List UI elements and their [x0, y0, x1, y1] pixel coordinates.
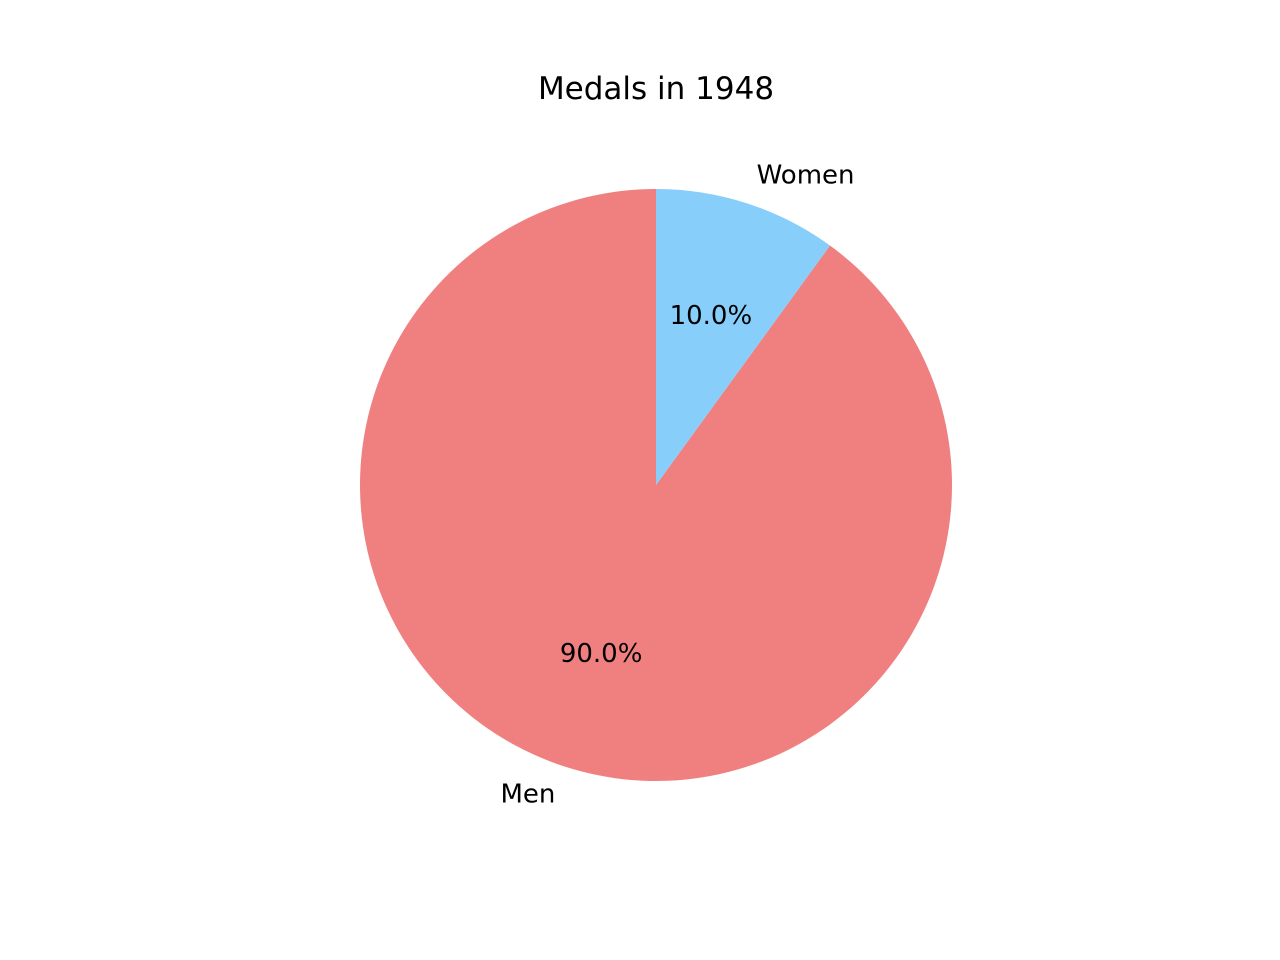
percent-label-men: 90.0%	[560, 639, 643, 669]
slice-label-men: Men	[500, 780, 555, 810]
pie-slices	[360, 189, 952, 781]
slice-label-women: Women	[757, 160, 855, 190]
percent-label-women: 10.0%	[670, 301, 753, 331]
pie-slice-women	[656, 189, 830, 485]
pie-labels: Men 90.0% Women 10.0%	[500, 160, 854, 809]
chart-title: Medals in 1948	[538, 71, 774, 107]
